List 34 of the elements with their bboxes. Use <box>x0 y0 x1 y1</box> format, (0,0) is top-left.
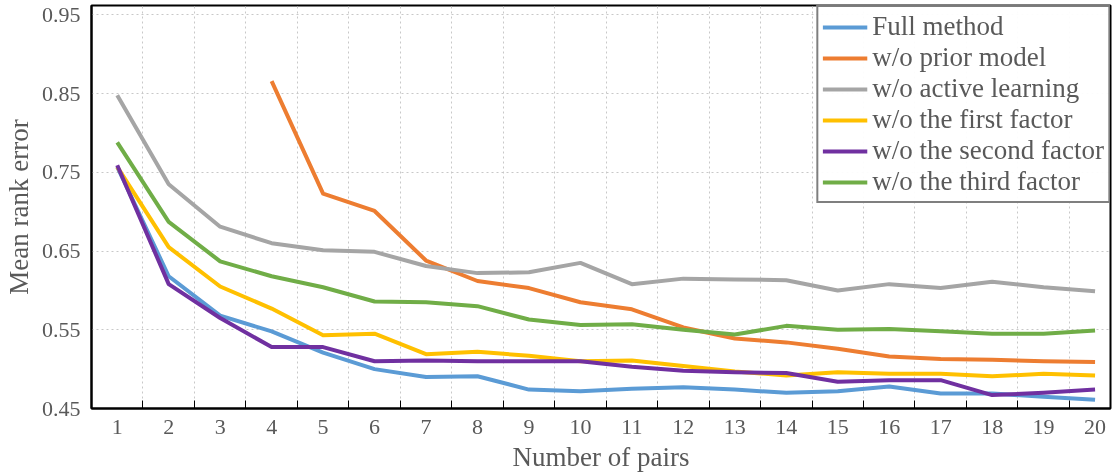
x-tick-label: 15 <box>826 413 849 439</box>
y-tick-label: 0.95 <box>42 1 81 27</box>
x-tick-label: 7 <box>420 413 432 439</box>
x-tick-label: 13 <box>723 413 746 439</box>
x-tick-label: 10 <box>569 413 592 439</box>
x-tick-label: 8 <box>471 413 483 439</box>
x-tick-label: 18 <box>981 413 1004 439</box>
y-tick-label: 0.75 <box>42 159 81 185</box>
x-tick-label: 19 <box>1032 413 1055 439</box>
y-tick-label: 0.85 <box>42 80 81 106</box>
x-tick-label: 11 <box>621 413 643 439</box>
y-tick-label: 0.55 <box>42 316 81 342</box>
x-tick-label: 2 <box>163 413 175 439</box>
x-tick-label: 9 <box>523 413 535 439</box>
legend-label: w/o the second factor <box>872 135 1104 166</box>
x-tick-label: 12 <box>672 413 695 439</box>
legend-label: w/o prior model <box>872 42 1047 73</box>
legend-label: Full method <box>872 11 1004 42</box>
x-tick-label: 16 <box>878 413 901 439</box>
legend-label: w/o the first factor <box>872 104 1073 135</box>
y-axis-title: Mean rank error <box>4 119 34 295</box>
x-tick-label: 20 <box>1084 413 1107 439</box>
x-tick-label: 14 <box>775 413 798 439</box>
legend-label: w/o the third factor <box>872 166 1081 197</box>
x-tick-label: 3 <box>214 413 226 439</box>
x-tick-label: 5 <box>317 413 329 439</box>
legend-label: w/o active learning <box>872 73 1080 104</box>
x-tick-label: 1 <box>111 413 123 439</box>
x-axis-title: Number of pairs <box>512 441 690 472</box>
x-tick-label: 4 <box>266 413 278 439</box>
y-tick-label: 0.65 <box>42 238 81 264</box>
x-tick-label: 17 <box>929 413 952 439</box>
x-tick-label: 6 <box>369 413 381 439</box>
y-tick-label: 0.45 <box>42 395 81 421</box>
